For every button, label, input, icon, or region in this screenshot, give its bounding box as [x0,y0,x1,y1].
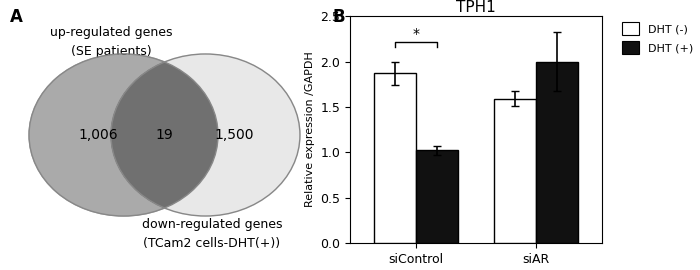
Circle shape [111,54,300,216]
Y-axis label: Relative expression /GAPDH: Relative expression /GAPDH [304,52,315,207]
Text: 1,006: 1,006 [78,128,118,142]
Bar [374,73,416,243]
Text: B: B [332,8,345,26]
Circle shape [29,54,218,216]
Text: (SE patients): (SE patients) [71,45,151,58]
Circle shape [111,54,300,216]
Text: up-regulated genes: up-regulated genes [50,26,172,39]
Text: *: * [412,27,419,41]
Text: (TCam2 cells-DHT(+)): (TCam2 cells-DHT(+)) [144,237,280,249]
Bar [416,150,458,243]
Circle shape [29,54,218,216]
Bar [536,62,578,243]
Text: 1,500: 1,500 [214,128,253,142]
Legend: DHT (-), DHT (+): DHT (-), DHT (+) [617,17,697,59]
Title: TPH1: TPH1 [456,0,496,15]
Bar [494,99,536,243]
Text: A: A [10,8,23,26]
Text: 19: 19 [155,128,174,142]
Text: down-regulated genes: down-regulated genes [141,218,282,231]
